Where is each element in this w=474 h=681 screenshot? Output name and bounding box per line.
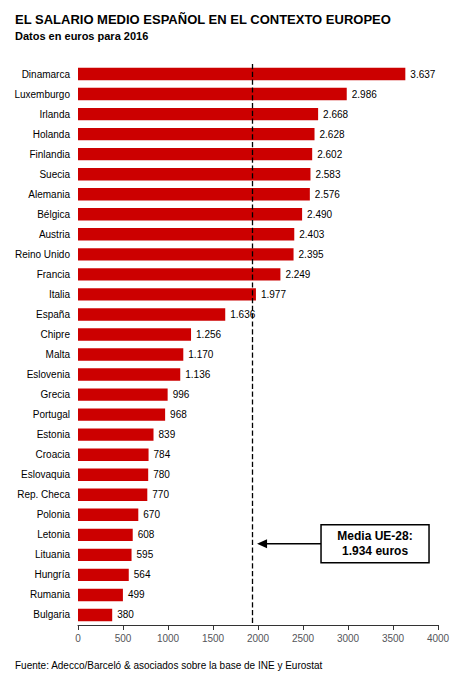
- svg-text:Croacia: Croacia: [36, 449, 71, 460]
- svg-text:996: 996: [173, 389, 190, 400]
- svg-text:Datos en euros para 2016: Datos en euros para 2016: [15, 30, 148, 42]
- svg-text:Irlanda: Irlanda: [39, 109, 70, 120]
- svg-text:2.249: 2.249: [285, 269, 310, 280]
- svg-text:Fuente: Adecco/Barceló & asoci: Fuente: Adecco/Barceló & asociados sobre…: [15, 660, 323, 671]
- svg-text:1.256: 1.256: [196, 329, 221, 340]
- svg-text:Suecia: Suecia: [39, 169, 70, 180]
- svg-text:500: 500: [115, 633, 132, 644]
- svg-text:1.934 euros: 1.934 euros: [342, 544, 408, 558]
- svg-text:2.490: 2.490: [307, 209, 332, 220]
- svg-text:3500: 3500: [382, 633, 405, 644]
- svg-text:Bélgica: Bélgica: [37, 209, 70, 220]
- svg-text:Eslovaquia: Eslovaquia: [21, 469, 70, 480]
- svg-text:Malta: Malta: [46, 349, 71, 360]
- svg-text:780: 780: [153, 469, 170, 480]
- svg-text:595: 595: [137, 549, 154, 560]
- svg-text:2.668: 2.668: [323, 109, 348, 120]
- svg-text:Rumania: Rumania: [30, 589, 70, 600]
- svg-text:Media UE-28:: Media UE-28:: [337, 529, 412, 543]
- svg-text:1500: 1500: [202, 633, 225, 644]
- svg-text:564: 564: [134, 569, 151, 580]
- svg-text:Lituania: Lituania: [35, 549, 70, 560]
- svg-text:2.986: 2.986: [352, 89, 377, 100]
- svg-text:2.628: 2.628: [320, 129, 345, 140]
- svg-text:España: España: [36, 309, 70, 320]
- svg-text:EL SALARIO MEDIO ESPAÑOL EN EL: EL SALARIO MEDIO ESPAÑOL EN EL CONTEXTO …: [15, 12, 391, 27]
- svg-text:Eslovenia: Eslovenia: [27, 369, 71, 380]
- svg-text:Finlandia: Finlandia: [29, 149, 70, 160]
- svg-text:1.170: 1.170: [188, 349, 213, 360]
- svg-text:Bulgaria: Bulgaria: [33, 609, 70, 620]
- svg-text:4000: 4000: [427, 633, 450, 644]
- svg-text:Italia: Italia: [49, 289, 71, 300]
- svg-text:2000: 2000: [247, 633, 270, 644]
- svg-text:2500: 2500: [292, 633, 315, 644]
- svg-text:Rep. Checa: Rep. Checa: [17, 489, 70, 500]
- svg-text:2.576: 2.576: [315, 189, 340, 200]
- svg-text:380: 380: [117, 609, 134, 620]
- svg-text:2.395: 2.395: [299, 249, 324, 260]
- svg-text:Hungría: Hungría: [34, 569, 70, 580]
- svg-text:Letonia: Letonia: [37, 529, 70, 540]
- svg-text:Alemania: Alemania: [28, 189, 70, 200]
- svg-text:Chipre: Chipre: [41, 329, 71, 340]
- svg-text:Francia: Francia: [37, 269, 71, 280]
- svg-text:1.977: 1.977: [261, 289, 286, 300]
- svg-text:2.602: 2.602: [317, 149, 342, 160]
- svg-text:608: 608: [138, 529, 155, 540]
- svg-text:Grecia: Grecia: [41, 389, 71, 400]
- svg-text:Austria: Austria: [39, 229, 71, 240]
- svg-text:Polonia: Polonia: [37, 509, 71, 520]
- svg-text:2.403: 2.403: [299, 229, 324, 240]
- svg-text:3000: 3000: [337, 633, 360, 644]
- svg-text:1.136: 1.136: [185, 369, 210, 380]
- svg-text:3.637: 3.637: [410, 69, 435, 80]
- svg-text:0: 0: [75, 633, 81, 644]
- svg-text:839: 839: [159, 429, 176, 440]
- svg-text:2.583: 2.583: [315, 169, 340, 180]
- svg-text:499: 499: [128, 589, 145, 600]
- svg-text:Reino Unido: Reino Unido: [15, 249, 70, 260]
- svg-text:Luxemburgo: Luxemburgo: [14, 89, 70, 100]
- svg-text:Dinamarca: Dinamarca: [22, 69, 71, 80]
- svg-text:1000: 1000: [157, 633, 180, 644]
- svg-text:770: 770: [152, 489, 169, 500]
- svg-text:Estonia: Estonia: [37, 429, 71, 440]
- svg-text:1.636: 1.636: [230, 308, 256, 320]
- svg-text:968: 968: [170, 409, 187, 420]
- svg-text:670: 670: [143, 509, 160, 520]
- svg-text:Holanda: Holanda: [33, 129, 71, 140]
- svg-text:784: 784: [154, 449, 171, 460]
- svg-text:Portugal: Portugal: [33, 409, 70, 420]
